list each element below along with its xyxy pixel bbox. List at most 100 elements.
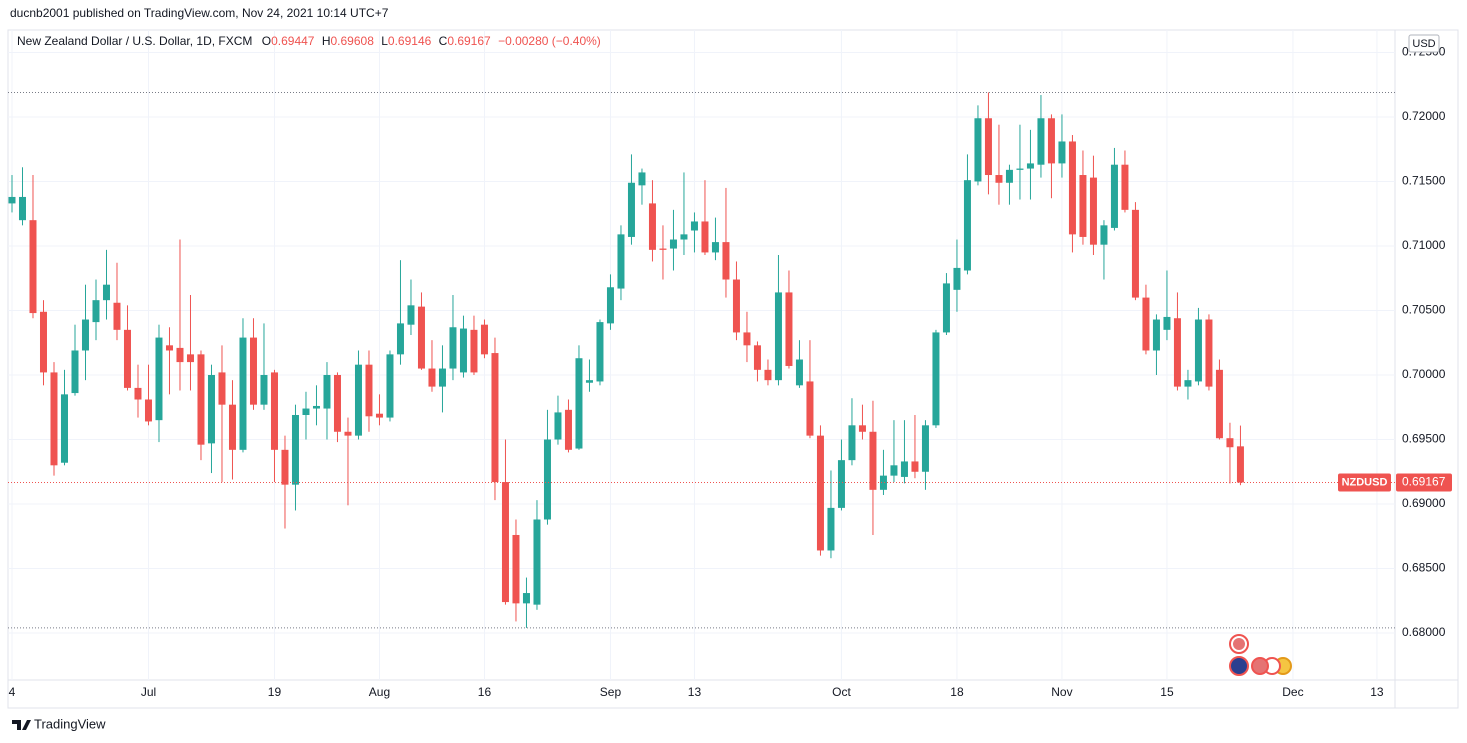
candle-body <box>638 172 646 186</box>
c-label: C <box>439 34 448 48</box>
candle-body <box>270 372 278 450</box>
candle-body <box>470 329 478 373</box>
candle-body <box>627 182 635 237</box>
candle-body <box>218 372 226 405</box>
candle-body <box>249 337 257 405</box>
candle-body <box>995 175 1003 183</box>
candle-body <box>785 292 793 366</box>
candle-body <box>207 374 215 444</box>
candle-body <box>459 328 467 373</box>
candle-body <box>522 593 530 604</box>
candle-body <box>984 118 992 176</box>
flag[interactable] <box>1229 656 1249 676</box>
x-tick-label: 4 <box>9 685 16 699</box>
x-tick-label: 16 <box>478 685 492 699</box>
candle-body <box>144 399 152 422</box>
price-tag <box>1396 473 1452 492</box>
flag[interactable] <box>1251 657 1269 675</box>
candle-body <box>974 118 982 182</box>
candle-body <box>617 234 625 289</box>
currency[interactable]: USD <box>1412 38 1435 50</box>
candle-body <box>743 332 751 346</box>
event-flags <box>1229 634 1292 676</box>
close-value: 0.69167 <box>447 34 491 48</box>
candle-body <box>690 221 698 231</box>
candle-body <box>575 358 583 449</box>
y-tick-label: 0.72000 <box>1402 109 1446 123</box>
y-tick-label: 0.69000 <box>1402 496 1446 510</box>
candle-body <box>375 413 383 418</box>
candle-body <box>774 292 782 381</box>
candle-body <box>134 387 142 400</box>
candle-body <box>1236 446 1244 483</box>
candle-body <box>858 425 866 432</box>
candle-body <box>71 350 79 394</box>
candle-body <box>8 196 16 204</box>
candle-body <box>186 354 194 363</box>
x-tick-label: Aug <box>369 685 390 699</box>
grid <box>8 30 1395 680</box>
x-tick-label: Jul <box>141 685 156 699</box>
candle-body <box>585 380 593 383</box>
candle-body <box>827 507 835 551</box>
candle-body <box>753 345 761 370</box>
candle-body <box>848 425 856 461</box>
candle-body <box>816 435 824 551</box>
symbol: New Zealand Dollar / U.S. Dollar, 1D, FX… <box>17 34 252 48</box>
candle-body <box>1079 175 1087 237</box>
candle-body <box>1100 225 1108 245</box>
currency-box[interactable] <box>1408 34 1440 53</box>
candle-body <box>1058 141 1066 164</box>
y-tick-label: 0.70000 <box>1402 367 1446 381</box>
candle-body <box>512 534 520 604</box>
candle-body <box>680 234 688 240</box>
candle-body <box>501 482 509 603</box>
candle-body <box>281 449 289 485</box>
candle-body <box>837 460 845 508</box>
candle-body <box>333 374 341 432</box>
x-tick-label: Oct <box>832 685 851 699</box>
candle-body <box>953 267 961 290</box>
candle-body <box>417 306 425 369</box>
x-tick-label: Sep <box>600 685 622 699</box>
x-tick-label: 13 <box>688 685 702 699</box>
candle-body <box>18 196 26 221</box>
candle-body <box>669 239 677 249</box>
high-value: 0.69608 <box>331 34 375 48</box>
candle-body <box>911 461 919 472</box>
candle-body <box>302 408 310 415</box>
candle-body <box>407 305 415 325</box>
ticker-tag <box>1338 473 1391 492</box>
candle-body <box>1110 164 1118 228</box>
candle-body <box>701 221 709 253</box>
candle-body <box>890 465 898 476</box>
candle-body <box>648 203 656 250</box>
candle-body <box>596 322 604 382</box>
candle-body <box>795 359 803 386</box>
candle-body <box>155 337 163 421</box>
candle-body <box>869 431 877 490</box>
candle-body <box>480 324 488 355</box>
candle-body <box>449 327 457 369</box>
candle-body <box>879 475 887 490</box>
candle-body <box>1047 118 1055 164</box>
x-tick-label: 13 <box>1370 685 1384 699</box>
price-label: 0.69167 <box>1402 475 1446 489</box>
candle-body <box>354 364 362 436</box>
candle-body <box>722 242 730 280</box>
candle-body <box>1215 369 1223 439</box>
candle-body <box>963 180 971 271</box>
y-tick-label: 0.71000 <box>1402 238 1446 252</box>
candle-body <box>260 374 268 405</box>
candle-body <box>438 368 446 387</box>
x-tick-label: Nov <box>1051 685 1072 699</box>
y-tick-label: 0.68000 <box>1402 625 1446 639</box>
candle-body <box>732 279 740 333</box>
candle-body <box>1037 118 1045 165</box>
candle-body <box>1131 209 1139 298</box>
candle-body <box>239 337 247 450</box>
candle-body <box>39 311 47 373</box>
candle-body <box>1226 438 1234 448</box>
ticker-label: NZDUSD <box>1342 476 1388 488</box>
candle-body <box>396 323 404 355</box>
